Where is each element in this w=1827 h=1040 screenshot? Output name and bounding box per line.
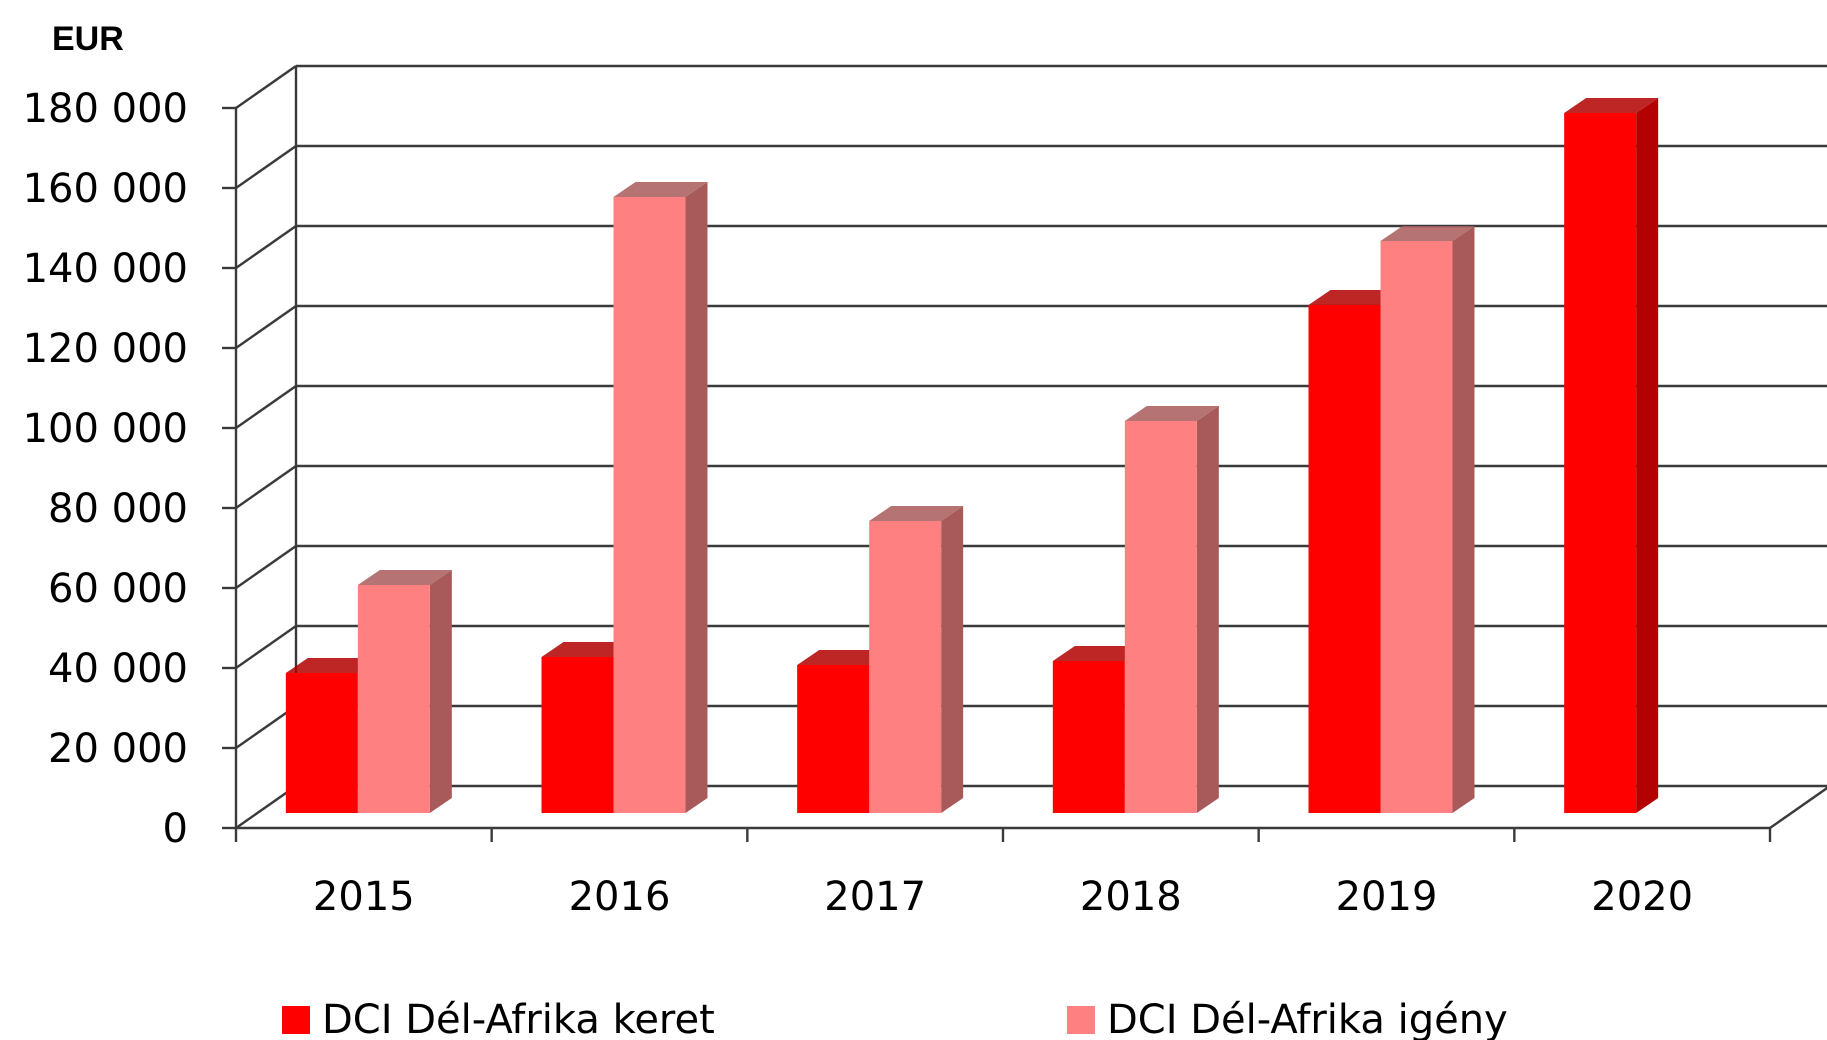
- bar-side: [685, 182, 708, 813]
- chart-axes: [222, 106, 1772, 842]
- y-axis-tick-labels: 0 20 000 40 000 60 000 80 000 100 000 120 000 1…: [23, 86, 188, 852]
- floor-edge: [1769, 786, 1827, 829]
- gridline-side: [235, 465, 297, 509]
- bar-front: [797, 665, 870, 813]
- bar-top: [1380, 226, 1475, 241]
- bar-side: [1196, 406, 1219, 813]
- bar-top: [1308, 290, 1403, 305]
- x-axis-tick-labels: 2015 2016 2017 2018 2019 2020: [313, 874, 1693, 920]
- bar-top: [869, 506, 964, 521]
- chart-legend: DCI Dél-Afrika keret DCI Dél-Afrika igén…: [282, 997, 1508, 1040]
- x-tick-label: 2020: [1591, 874, 1693, 920]
- legend-swatch-keret: [282, 1006, 310, 1034]
- y-tick-label: 20 000: [48, 726, 188, 772]
- gridline-side: [235, 625, 297, 669]
- x-tick-label: 2018: [1080, 874, 1182, 920]
- bar-keret-2020: [1564, 98, 1659, 813]
- y-tick-label: 100 000: [23, 406, 188, 452]
- gridline-side: [235, 65, 297, 109]
- y-axis-unit-label: EUR: [52, 20, 124, 58]
- y-tick-label: 140 000: [23, 246, 188, 292]
- bar-side: [941, 506, 964, 813]
- bar-side: [429, 570, 452, 813]
- legend-label-keret: DCI Dél-Afrika keret: [322, 997, 715, 1040]
- y-tick-label: 80 000: [48, 486, 188, 532]
- gridline-side: [235, 225, 297, 269]
- bar-top: [1052, 646, 1147, 661]
- bar-igeny-2018: [1124, 406, 1219, 813]
- bar-side: [1636, 98, 1659, 813]
- bar-front: [541, 657, 614, 813]
- legend-swatch-igeny: [1067, 1006, 1095, 1034]
- legend-label-igeny: DCI Dél-Afrika igény: [1107, 997, 1508, 1040]
- bar-front: [613, 197, 686, 813]
- x-tick-label: 2017: [824, 874, 926, 920]
- chart-bars: [285, 98, 1659, 813]
- bar-front: [1564, 113, 1637, 813]
- y-tick-label: 120 000: [23, 326, 188, 372]
- bar-top: [285, 658, 380, 673]
- bar-front: [285, 673, 358, 813]
- y-tick-label: 160 000: [23, 166, 188, 212]
- gridline-side: [235, 145, 297, 189]
- x-tick-label: 2016: [569, 874, 671, 920]
- bar-front: [869, 521, 942, 813]
- y-tick-label: 180 000: [23, 86, 188, 132]
- bar-front: [1380, 241, 1453, 813]
- bar-front: [1052, 661, 1125, 813]
- x-tick-label: 2015: [313, 874, 415, 920]
- bar-igeny-2017: [869, 506, 964, 813]
- bar-top: [357, 570, 452, 585]
- bar-top: [1124, 406, 1219, 421]
- bar-front: [1308, 305, 1381, 813]
- gridline-side: [235, 545, 297, 589]
- bar-top: [613, 182, 708, 197]
- bar-igeny-2015: [357, 570, 452, 813]
- y-tick-label: 60 000: [48, 566, 188, 612]
- bar-front: [357, 585, 430, 813]
- y-tick-label: 0: [163, 806, 188, 852]
- bar-front: [1124, 421, 1197, 813]
- gridline-side: [235, 305, 297, 349]
- bar-igeny-2016: [613, 182, 708, 813]
- bar-side: [1452, 226, 1475, 813]
- bar-top: [541, 642, 636, 657]
- bar-top: [1564, 98, 1659, 113]
- x-tick-label: 2019: [1336, 874, 1438, 920]
- y-tick-label: 40 000: [48, 646, 188, 692]
- bar-igeny-2019: [1380, 226, 1475, 813]
- bar-top: [797, 650, 892, 665]
- gridline-side: [235, 385, 297, 429]
